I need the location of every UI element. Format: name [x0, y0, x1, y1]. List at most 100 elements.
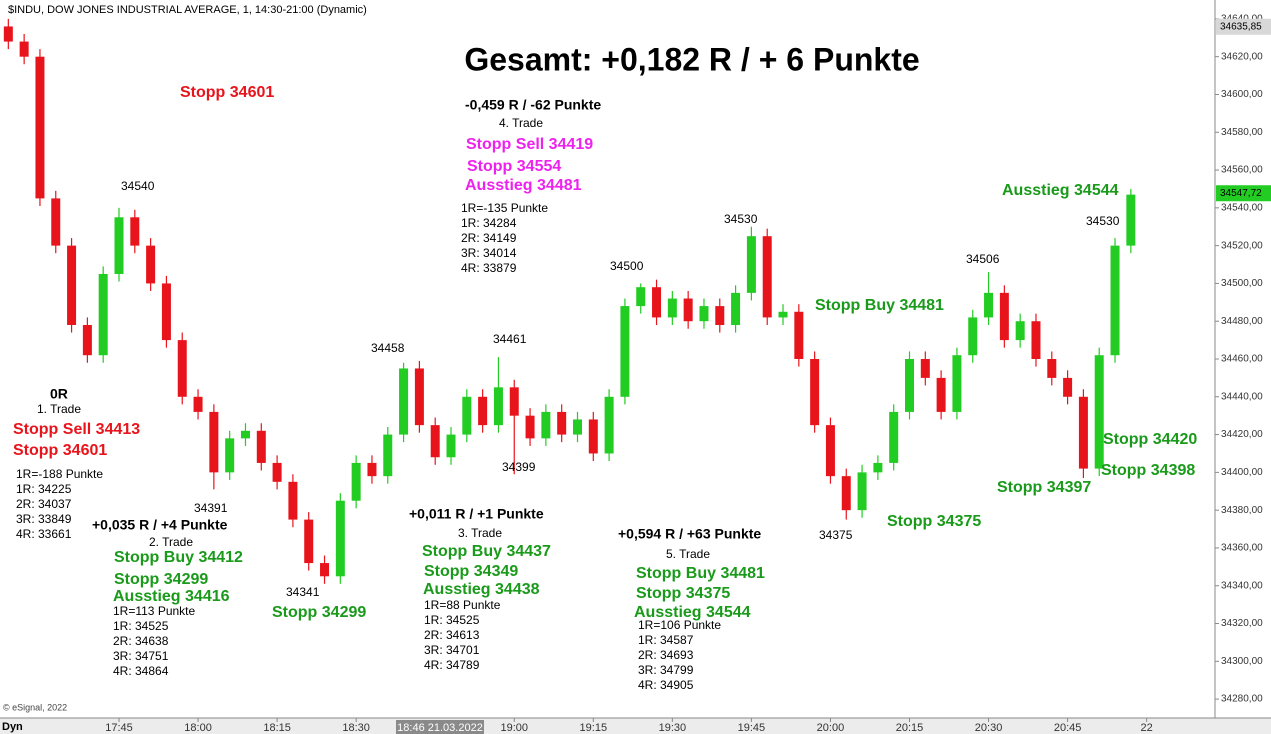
annotation: 34399	[502, 460, 536, 474]
annotation: Stopp Buy 34437	[422, 543, 551, 560]
candle-body	[478, 396, 488, 426]
price-axis-panel	[1215, 0, 1271, 718]
annotation: Stopp 34398	[1101, 462, 1195, 479]
candle-body	[335, 500, 345, 577]
y-tick-label: 34580,00	[1221, 127, 1263, 138]
candle-body	[177, 340, 187, 397]
annotation: 1R: 34525	[113, 619, 169, 633]
x-tick-label: 18:30	[342, 722, 370, 734]
annotation: +0,011 R / +1 Punkte	[409, 506, 544, 522]
y-tick-label: 34460,00	[1221, 354, 1263, 365]
x-tick-label: 20:15	[896, 722, 924, 734]
annotation: 3R: 34799	[638, 663, 694, 677]
candle-body	[667, 298, 677, 318]
candle-body	[1094, 355, 1104, 469]
candle-body	[557, 411, 567, 435]
annotation: Stopp 34397	[997, 479, 1091, 496]
time-axis-panel	[0, 718, 1271, 734]
annotation: 34540	[121, 179, 155, 193]
candle-body	[383, 434, 393, 477]
candle-body	[414, 368, 424, 426]
candle-body	[399, 368, 409, 435]
x-tick-label: 20:45	[1054, 722, 1082, 734]
annotation: Stopp 34420	[1103, 431, 1197, 448]
candle-body	[3, 26, 13, 42]
candle-body	[1047, 359, 1057, 378]
candle-body	[541, 411, 551, 439]
annotation: 3R: 33849	[16, 512, 72, 526]
high-price-box	[1216, 18, 1271, 35]
candle-body	[746, 236, 756, 293]
annotation: Stopp Sell 34413	[13, 421, 140, 438]
annotation: 1R=88 Punkte	[424, 598, 501, 612]
annotation: 1R: 34587	[638, 633, 694, 647]
candle-body	[620, 306, 630, 397]
x-tick-label: 19:00	[500, 722, 528, 734]
candle-body	[193, 396, 203, 412]
candle-body	[968, 317, 978, 356]
candle-body	[715, 306, 725, 325]
x-tick-label: 20:00	[817, 722, 845, 734]
candle-body	[430, 425, 440, 458]
candle-body	[130, 217, 140, 246]
candle-body	[1031, 321, 1041, 359]
annotation: 2R: 34037	[16, 497, 72, 511]
candle-body	[288, 481, 298, 520]
annotation: 1R: 34525	[424, 613, 480, 627]
annotation: Stopp Buy 34481	[815, 297, 944, 314]
annotation: Stopp Sell 34419	[466, 136, 593, 153]
annotation: 4R: 34905	[638, 678, 694, 692]
annotation: 34458	[371, 341, 405, 355]
x-tick-label: 20:30	[975, 722, 1003, 734]
x-tick-label: 18:15	[263, 722, 291, 734]
candle-body	[952, 355, 962, 412]
candle-body	[825, 425, 835, 477]
annotation: 2R: 34613	[424, 628, 480, 642]
candle-body	[731, 292, 741, 325]
candle-body	[810, 359, 820, 426]
candle-body	[161, 283, 171, 341]
candle-body	[762, 236, 772, 318]
annotation: 4. Trade	[499, 116, 543, 130]
annotation: Stopp 34299	[114, 571, 208, 588]
candle-body	[857, 472, 867, 511]
candle-body	[67, 245, 77, 325]
candle-body	[920, 359, 930, 378]
annotation: Stopp 34349	[424, 563, 518, 580]
candle-body	[1063, 377, 1073, 397]
annotation: 34461	[493, 332, 527, 346]
annotation: 1R=106 Punkte	[638, 618, 721, 632]
annotation: 5. Trade	[666, 547, 710, 561]
annotation: 2R: 34149	[461, 231, 517, 245]
annotation: Ausstieg 34544	[634, 604, 751, 621]
annotation: 0R	[50, 386, 68, 402]
y-tick-label: 34500,00	[1221, 278, 1263, 289]
y-tick-label: 34280,00	[1221, 694, 1263, 705]
annotation: Stopp 34601	[180, 84, 274, 101]
candle-body	[98, 273, 108, 356]
candle-body	[367, 462, 377, 477]
candle-body	[304, 519, 314, 564]
candle-body	[19, 41, 29, 57]
annotation: Stopp 34299	[272, 604, 366, 621]
candle-body	[984, 292, 994, 318]
annotation: 3R: 34751	[113, 649, 169, 663]
candle-body	[683, 298, 693, 322]
mode-label[interactable]: Dyn	[2, 721, 23, 733]
annotation: 34375	[819, 528, 853, 542]
candle-body	[51, 198, 61, 246]
candle-body	[1126, 194, 1136, 246]
x-tick-label: 19:30	[659, 722, 687, 734]
y-tick-label: 34320,00	[1221, 618, 1263, 629]
annotation: 1R=113 Punkte	[113, 604, 195, 618]
candle-body	[936, 377, 946, 412]
y-tick-label: 34340,00	[1221, 580, 1263, 591]
candle-body	[652, 287, 662, 318]
candle-body	[493, 387, 503, 426]
y-tick-label: 34620,00	[1221, 51, 1263, 62]
candle-body	[256, 430, 266, 463]
annotation: 4R: 33661	[16, 527, 72, 541]
annotation: 3. Trade	[458, 526, 502, 540]
